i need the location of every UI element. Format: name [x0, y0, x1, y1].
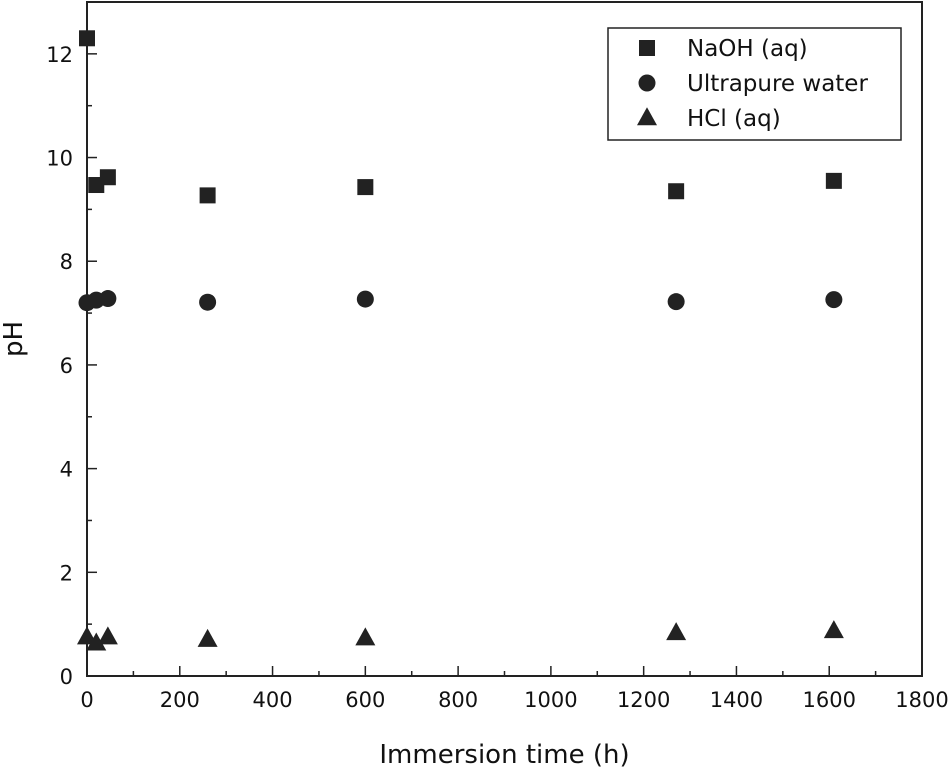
- data-point-circle: [825, 291, 843, 309]
- data-point-triangle: [86, 632, 107, 651]
- plot-area-frame: [86, 1, 923, 677]
- data-point-triangle: [666, 622, 687, 641]
- legend: NaOH (aq) Ultrapure water HCl (aq): [607, 27, 902, 141]
- x-tick-label: 1800: [895, 688, 948, 712]
- y-tick-label: 10: [46, 147, 73, 171]
- data-point-triangle: [97, 626, 118, 645]
- y-tick-label: 12: [46, 43, 73, 67]
- x-tick-label: 1200: [617, 688, 670, 712]
- data-point-circle: [99, 290, 117, 308]
- x-tick-label: 400: [253, 688, 293, 712]
- data-point-square: [199, 187, 216, 204]
- legend-box: [607, 27, 902, 141]
- x-axis-title: Immersion time (h): [379, 740, 629, 770]
- data-point-circle: [199, 293, 217, 311]
- data-point-triangle: [197, 628, 218, 647]
- y-tick-labels: 0 2 4 6 8 10 12: [46, 43, 73, 689]
- data-point-triangle: [823, 620, 844, 639]
- y-tick-label: 6: [60, 354, 73, 378]
- y-tick-label: 2: [60, 561, 73, 585]
- data-point-square: [825, 172, 842, 189]
- x-tick-label: 800: [438, 688, 478, 712]
- legend-label: Ultrapure water: [687, 71, 868, 97]
- x-tick-label: 1400: [710, 688, 763, 712]
- data-point-circle: [667, 293, 685, 311]
- legend-label: HCl (aq): [687, 106, 781, 132]
- y-axis-title: pH: [0, 321, 29, 357]
- data-point-square: [668, 183, 685, 200]
- y-tick-label: 8: [60, 250, 73, 274]
- x-tick-label: 1000: [524, 688, 577, 712]
- y-tick-label: 0: [60, 665, 73, 689]
- x-tick-label: 600: [345, 688, 385, 712]
- x-tick-label: 0: [80, 688, 93, 712]
- legend-marker-square: [639, 40, 655, 56]
- legend-marker-triangle: [637, 107, 657, 126]
- data-point-triangle: [355, 627, 376, 646]
- data-point-square: [99, 169, 116, 186]
- legend-marker-circle: [638, 74, 656, 92]
- x-tick-labels: 0 200 400 600 800 1000 1200 1400 1600 1800: [80, 688, 948, 712]
- data-point-square: [357, 179, 374, 196]
- legend-label: NaOH (aq): [687, 36, 808, 62]
- x-tick-label: 200: [160, 688, 200, 712]
- data-point-circle: [356, 290, 374, 308]
- y-tick-label: 4: [60, 458, 73, 482]
- x-tick-label: 1600: [802, 688, 855, 712]
